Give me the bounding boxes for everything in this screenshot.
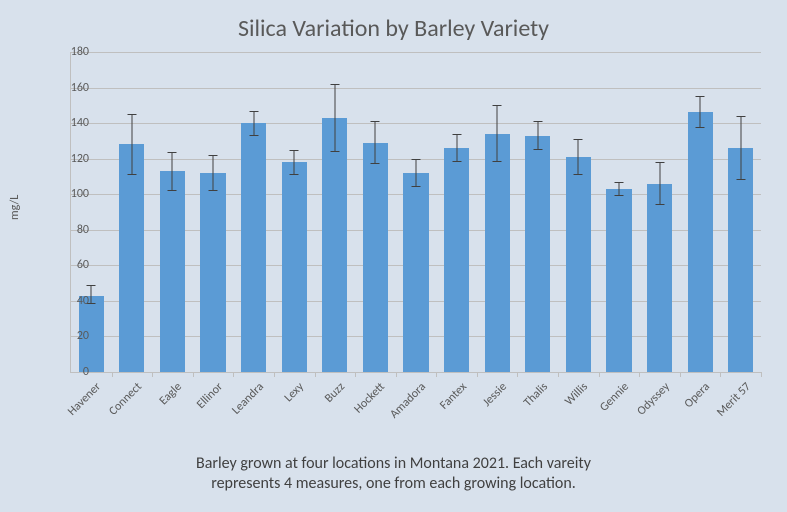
error-bar [618, 182, 619, 196]
y-axis-label: mg/L [8, 195, 22, 220]
x-tick-mark [558, 372, 559, 377]
x-tick-label: Havener [24, 380, 105, 461]
x-tick-label: Leandra [186, 380, 267, 461]
y-tick-label: 80 [59, 223, 89, 237]
x-tick-label: Odyssey [592, 380, 673, 461]
x-tick-mark [112, 372, 113, 377]
bar [282, 162, 307, 372]
x-tick-label: Hockett [308, 380, 389, 461]
x-tick-mark [599, 372, 600, 377]
error-bar [497, 105, 498, 162]
y-tick-label: 160 [59, 81, 89, 95]
bar [606, 189, 631, 372]
x-tick-label: Willis [511, 380, 592, 461]
bar [241, 123, 266, 372]
x-tick-mark [517, 372, 518, 377]
error-bar [294, 150, 295, 175]
x-tick-label: Fantex [389, 380, 470, 461]
y-tick-label: 60 [59, 258, 89, 272]
x-tick-mark [152, 372, 153, 377]
x-tick-mark [436, 372, 437, 377]
gridline [71, 52, 761, 53]
x-tick-mark [396, 372, 397, 377]
bar [525, 136, 550, 372]
error-bar [700, 96, 701, 128]
error-bar [578, 139, 579, 175]
bar [119, 144, 144, 372]
bar [403, 173, 428, 372]
error-bar [172, 152, 173, 191]
x-tick-mark [315, 372, 316, 377]
caption-line-1: Barley grown at four locations in Montan… [196, 454, 591, 473]
x-tick-label: Jessie [429, 380, 510, 461]
error-bar [334, 84, 335, 152]
y-tick-label: 180 [59, 45, 89, 59]
x-tick-mark [680, 372, 681, 377]
x-tick-label: Amadora [348, 380, 429, 461]
x-tick-mark [233, 372, 234, 377]
y-tick-label: 100 [59, 187, 89, 201]
gridline [71, 88, 761, 89]
error-bar [131, 114, 132, 174]
y-tick-label: 140 [59, 116, 89, 130]
gridline [71, 123, 761, 124]
bar [444, 148, 469, 372]
error-bar [91, 285, 92, 305]
chart-title: Silica Variation by Barley Variety [0, 14, 787, 43]
x-tick-mark [720, 372, 721, 377]
bar [647, 184, 672, 372]
plot-area [70, 52, 761, 373]
error-bar [659, 162, 660, 205]
error-bar [213, 155, 214, 191]
bar [485, 134, 510, 372]
error-bar [456, 134, 457, 162]
bar [200, 173, 225, 372]
x-tick-label: Eagle [105, 380, 186, 461]
x-tick-label: Connect [64, 380, 145, 461]
error-bar [537, 121, 538, 149]
caption-line-2: represents 4 measures, one from each gro… [211, 474, 576, 493]
y-tick-label: 120 [59, 152, 89, 166]
chart-container: Silica Variation by Barley Variety mg/L … [0, 0, 787, 512]
y-tick-label: 20 [59, 329, 89, 343]
x-tick-mark [193, 372, 194, 377]
bar [566, 157, 591, 372]
bar [688, 112, 713, 372]
x-tick-mark [639, 372, 640, 377]
x-tick-label: Gennie [551, 380, 632, 461]
x-tick-label: Opera [632, 380, 713, 461]
x-tick-mark [355, 372, 356, 377]
bar [160, 171, 185, 372]
bar [363, 143, 388, 372]
y-tick-label: 40 [59, 294, 89, 308]
x-tick-mark [477, 372, 478, 377]
x-tick-label: Ellinor [145, 380, 226, 461]
x-tick-mark [274, 372, 275, 377]
error-bar [253, 111, 254, 136]
error-bar [375, 121, 376, 164]
error-bar [740, 116, 741, 180]
x-tick-label: Lexy [227, 380, 308, 461]
error-bar [416, 159, 417, 187]
x-tick-label: Buzz [267, 380, 348, 461]
y-tick-label: 0 [59, 365, 89, 379]
x-tick-label: Thalis [470, 380, 551, 461]
bar [322, 118, 347, 372]
x-tick-mark [761, 372, 762, 377]
bar [728, 148, 753, 372]
x-tick-label: Merit 57 [673, 380, 754, 461]
chart-caption: Barley grown at four locations in Montan… [0, 454, 787, 494]
